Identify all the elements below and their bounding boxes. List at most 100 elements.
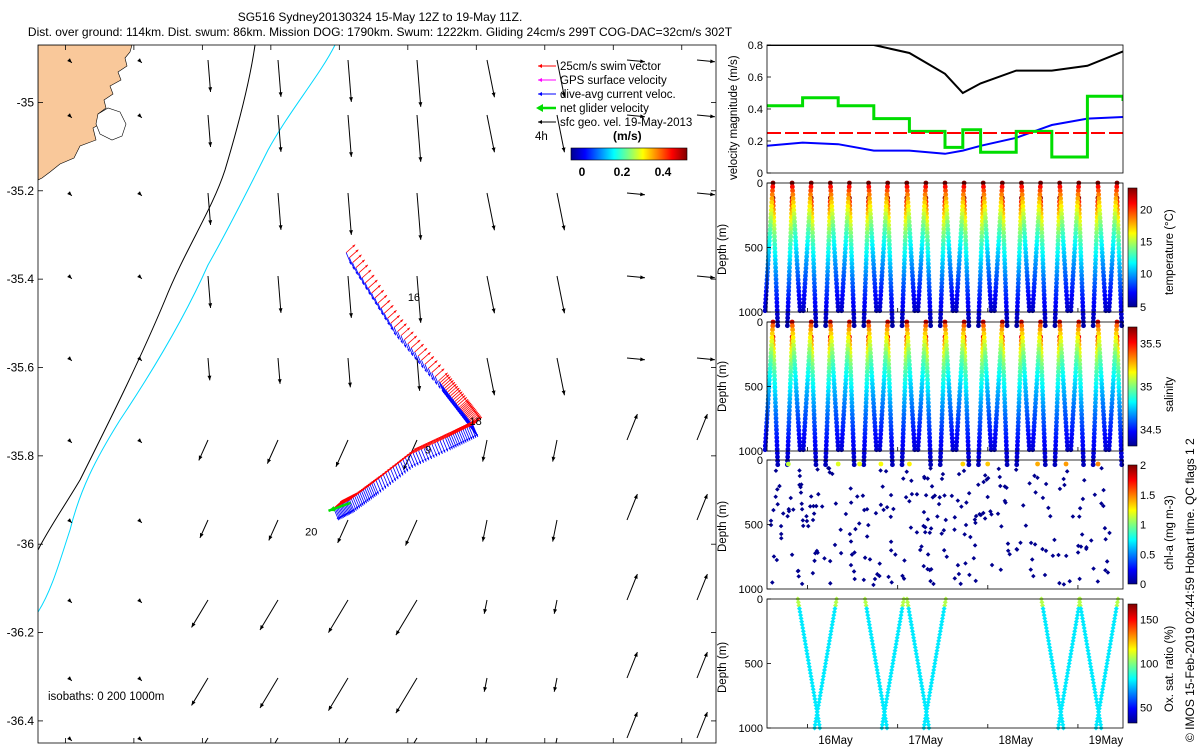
swim-vector-head <box>352 244 356 248</box>
dac-vector-head <box>354 507 357 511</box>
geo-velocity-arrow-head <box>67 438 72 443</box>
dac-vector-head <box>351 509 354 513</box>
swim-vector-head <box>457 427 461 431</box>
dac-vector-head <box>400 472 404 476</box>
swim-vector-head <box>455 428 459 431</box>
dac-vector-head <box>364 286 368 290</box>
colorbar-tick: 0.4 <box>655 165 672 179</box>
swim-vector-head <box>368 269 372 273</box>
ox-colorbar-label: Ox. sat. ratio (%) <box>1164 625 1176 712</box>
geo-velocity-arrow <box>486 275 495 314</box>
dac-vector-head <box>369 496 372 500</box>
geo-velocity-arrow-head <box>208 142 213 147</box>
geo-velocity-arrow <box>556 275 565 314</box>
dac-vector-head <box>414 356 417 360</box>
geo-velocity-arrow-head <box>67 356 72 361</box>
geo-velocity-arrow <box>277 114 282 152</box>
geo-velocity-arrow-head <box>349 313 353 318</box>
swim-vector-head <box>458 389 461 393</box>
date-tick-label: 17May <box>908 735 943 747</box>
colorbar-tick-label: 35.5 <box>1140 339 1161 351</box>
date-tick-label: 16May <box>818 735 853 747</box>
geo-velocity-arrow-head <box>198 455 203 461</box>
swim-vector-head <box>446 374 450 378</box>
swim-vector-head <box>366 484 369 488</box>
swim-vector-head <box>374 478 378 481</box>
geo-velocity-arrow-head <box>418 102 423 107</box>
geo-velocity-arrow <box>207 275 212 308</box>
swim-vector-head <box>342 498 346 502</box>
swim-vector-head <box>419 445 423 449</box>
swim-vector-head <box>447 376 451 380</box>
dac-vector-head <box>417 361 420 365</box>
geo-velocity-arrow-head <box>481 536 486 542</box>
dac-vector-head <box>359 503 362 507</box>
dac-vector-head <box>413 463 416 467</box>
colorbar-tick: 0 <box>579 165 586 179</box>
depth-tick-label: 500 <box>745 382 763 394</box>
geo-velocity-arrow <box>405 519 418 546</box>
geo-velocity-arrow-head <box>137 356 142 361</box>
dac-vector-head <box>400 340 403 344</box>
dac-vector-head <box>463 439 467 443</box>
figure-title-line1: SG516 Sydney20130324 15-May 12Z to 19-Ma… <box>237 10 523 24</box>
dac-vector-head <box>350 510 353 514</box>
swim-vector-head <box>387 300 391 303</box>
geo-velocity-arrow-head <box>633 494 638 500</box>
geo-velocity-arrow-head <box>335 461 340 467</box>
geostrophic-velocity-arrows <box>67 58 715 743</box>
dac-vector-head <box>410 352 413 356</box>
swim-vector-head <box>374 279 378 283</box>
dac-vector-head <box>361 281 364 285</box>
swim-vector-head <box>444 372 448 376</box>
dac-vector-head <box>437 452 440 456</box>
geo-velocity-arrow-head <box>418 235 423 240</box>
dac-vector-head <box>460 441 463 445</box>
swim-vector-head <box>367 483 371 486</box>
geo-velocity-arrow-head <box>137 518 142 523</box>
swim-vector-head <box>361 259 365 263</box>
dac-vector-head <box>475 433 478 437</box>
swim-vector-head <box>473 409 477 413</box>
dac-vector-head <box>340 515 343 519</box>
dac-vector-head <box>381 487 384 491</box>
swim-vector-head <box>413 335 417 339</box>
geo-velocity-arrow-head <box>349 152 353 157</box>
geo-velocity-arrow <box>696 651 708 679</box>
swim-vector-head <box>371 274 375 278</box>
geo-velocity-arrow <box>207 59 212 92</box>
geo-velocity-arrow-head <box>633 574 638 580</box>
coastline-land <box>38 45 133 181</box>
colorbar-tick-label: 34.5 <box>1140 424 1161 436</box>
swim-vector-head <box>453 384 457 387</box>
legend-item-geo: sfc geo. vel. 19-May-2013 <box>560 117 692 129</box>
geo-velocity-arrow-head <box>640 357 645 362</box>
swim-vector-head <box>344 497 348 501</box>
geo-velocity-arrow-head <box>703 494 708 500</box>
geo-velocity-arrow-head <box>208 220 213 225</box>
geo-velocity-arrow-head <box>67 598 72 603</box>
legend-prefix: 4h <box>535 131 548 143</box>
geo-velocity-arrow-head <box>418 318 423 323</box>
dac-vector-head <box>471 435 474 439</box>
geo-velocity-arrow-head <box>640 275 645 280</box>
geo-velocity-arrow-head <box>137 274 142 279</box>
dac-vector-head <box>368 291 371 295</box>
swim-vector-head <box>372 479 376 483</box>
dac-vector-head <box>420 365 424 369</box>
geo-velocity-arrow <box>347 192 352 235</box>
swim-vector-head <box>393 310 397 313</box>
swim-vector-head <box>452 382 455 385</box>
swim-vector-head <box>350 494 354 498</box>
copyright-note: © IMOS 15-Feb-2019 02:44:59 Hobart time.… <box>1183 438 1197 742</box>
dac-vector-head <box>339 515 342 519</box>
geo-velocity-arrow-head <box>640 192 645 197</box>
dac-vector-head <box>469 436 473 440</box>
swim-vector-head <box>401 457 405 461</box>
geo-velocity-arrow <box>416 59 422 107</box>
velocity-series-line <box>767 45 1123 95</box>
dac-vector-head <box>454 444 457 448</box>
depth-tick-label: 1000 <box>739 307 763 319</box>
depth-tick-label: 0 <box>757 178 763 190</box>
legend-item-net: net glider velocity <box>560 103 649 115</box>
